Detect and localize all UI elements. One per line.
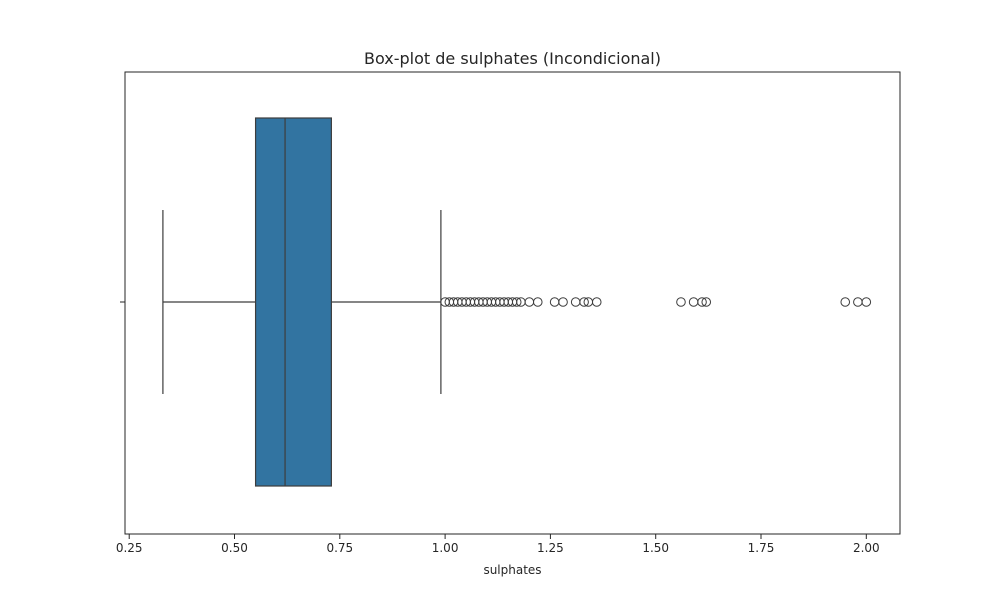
outlier-point bbox=[532, 297, 543, 307]
x-tick-label: 0.50 bbox=[221, 541, 248, 555]
x-axis: 0.25 0.50 0.75 1.00 1.25 1.50 1.75 2.00 bbox=[116, 534, 880, 555]
chart-title: Box-plot de sulphates (Incondicional) bbox=[364, 49, 661, 68]
box-iqr bbox=[254, 117, 332, 487]
outlier-point bbox=[558, 297, 568, 307]
outlier-point bbox=[676, 297, 686, 307]
axes-frame bbox=[124, 71, 901, 535]
outlier-point bbox=[861, 297, 872, 307]
outlier-point bbox=[701, 297, 712, 307]
outlier-point bbox=[511, 297, 522, 307]
outlier-point bbox=[524, 297, 535, 307]
outlier-point bbox=[853, 297, 863, 307]
plot-area bbox=[162, 117, 872, 487]
x-tick-label: 0.75 bbox=[326, 541, 353, 555]
outlier-point bbox=[840, 297, 851, 307]
x-tick-label: 1.00 bbox=[432, 541, 459, 555]
x-axis-title: sulphates bbox=[483, 563, 541, 577]
outlier-point bbox=[591, 297, 602, 307]
outlier-point bbox=[549, 297, 560, 307]
x-tick-label: 1.75 bbox=[748, 541, 775, 555]
x-tick-label: 2.00 bbox=[853, 541, 880, 555]
outlier-point bbox=[688, 297, 699, 307]
outlier-point bbox=[697, 297, 707, 307]
x-tick-label: 1.25 bbox=[537, 541, 564, 555]
outlier-point bbox=[570, 297, 581, 307]
x-tick-label: 1.50 bbox=[642, 541, 669, 555]
x-tick-label: 0.25 bbox=[116, 541, 143, 555]
outlier-point bbox=[579, 297, 589, 307]
